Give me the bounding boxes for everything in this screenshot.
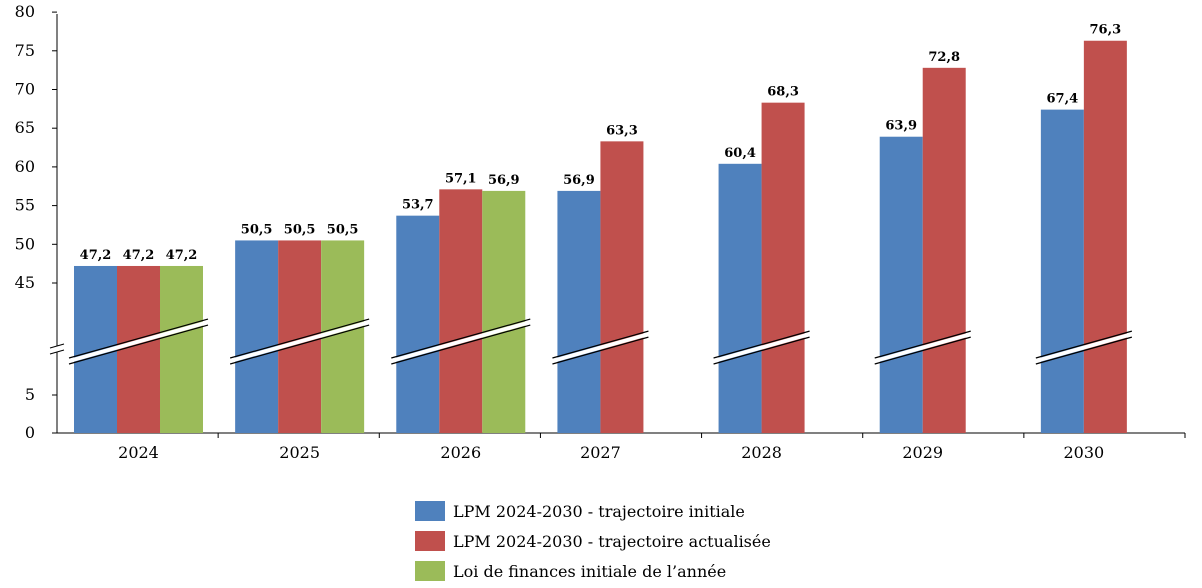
x-tick-label: 2030 — [1063, 443, 1104, 462]
axis-break-mark — [713, 330, 810, 359]
y-tick-label: 45 — [15, 273, 35, 292]
axis-break-mark — [229, 324, 370, 365]
legend-label: LPM 2024-2030 - trajectoire actualisée — [453, 531, 771, 551]
axis-break-mark — [713, 336, 810, 365]
legend-label: LPM 2024-2030 - trajectoire initiale — [453, 501, 745, 521]
x-tick-label: 2028 — [741, 443, 782, 462]
data-label: 47,2 — [166, 248, 198, 263]
data-label: 56,9 — [563, 173, 595, 188]
x-tick-label: 2027 — [580, 443, 621, 462]
y-axis-break-mark — [49, 349, 65, 355]
y-tick-label: 60 — [15, 157, 35, 176]
axis-break-gap — [713, 332, 810, 363]
x-tick-label: 2029 — [902, 443, 943, 462]
data-label: 76,3 — [1090, 23, 1122, 38]
y-axis-break-mark — [49, 343, 65, 349]
axis-break-gap — [391, 320, 531, 363]
y-tick-label: 5 — [25, 385, 35, 404]
legend-item: LPM 2024-2030 - trajectoire initiale — [415, 496, 771, 526]
axis-break-mark — [874, 336, 971, 365]
data-label: 57,1 — [445, 171, 477, 186]
axis-break-mark — [552, 336, 649, 365]
data-label: 56,9 — [488, 173, 520, 188]
axis-break-mark — [391, 318, 531, 359]
axis-break-mark — [874, 330, 971, 359]
y-tick-label: 80 — [15, 2, 35, 21]
data-label: 60,4 — [724, 146, 756, 161]
axis-break-mark — [1035, 336, 1133, 365]
y-tick-label: 55 — [15, 196, 35, 215]
legend-swatch — [415, 501, 445, 521]
bar-2025-series-1 — [235, 240, 279, 433]
data-label: 63,9 — [885, 119, 917, 134]
axis-break-mark — [68, 318, 209, 359]
bar-2028-series-1 — [718, 163, 762, 433]
bar-chart: 0 5 45 50 55 60 65 70 75 80 47,2 47,2 47,2 2024 50,5 50… — [15, 2, 1186, 462]
y-tick-label: 0 — [25, 423, 35, 442]
bar-2028-series-2 — [761, 102, 805, 434]
bar-2030-series-1 — [1040, 109, 1084, 434]
bar-2027-series-1 — [557, 190, 601, 433]
axis-break-mark — [552, 330, 649, 359]
legend-swatch — [415, 561, 445, 581]
data-label: 50,5 — [327, 222, 359, 237]
bar-2030-series-2 — [1083, 40, 1127, 433]
bar-2029-series-1 — [879, 136, 923, 434]
y-tick-label: 50 — [15, 234, 35, 253]
bar-2026-series-2 — [439, 189, 483, 433]
data-label: 72,8 — [928, 50, 960, 65]
x-tick-label: 2024 — [118, 443, 159, 462]
axis-break-gap — [230, 320, 370, 363]
data-label: 67,4 — [1047, 92, 1079, 107]
axis-break-mark — [1035, 330, 1133, 359]
data-label: 53,7 — [402, 198, 434, 213]
y-tick-label: 70 — [15, 80, 35, 99]
bar-2024-series-3 — [160, 265, 203, 433]
legend-swatch — [415, 531, 445, 551]
axis-break-mark — [68, 324, 209, 365]
axis-break-gap — [552, 332, 649, 363]
bar-2026-series-1 — [396, 215, 440, 433]
legend: LPM 2024-2030 - trajectoire initiale LPM … — [415, 496, 771, 586]
x-tick-label: 2026 — [440, 443, 481, 462]
bar-2029-series-2 — [922, 67, 966, 433]
y-tick-label: 75 — [15, 41, 35, 60]
axis-break-mark — [229, 318, 370, 359]
axis-break-gap — [1035, 332, 1132, 363]
data-label: 47,2 — [123, 248, 155, 263]
axis-break-gap — [69, 320, 208, 363]
data-label: 68,3 — [767, 85, 799, 100]
axis-break-mark — [391, 324, 531, 365]
legend-item: Loi de finances initiale de l’année — [415, 556, 771, 586]
data-label: 63,3 — [606, 123, 638, 138]
data-label: 50,5 — [284, 222, 316, 237]
data-label: 47,2 — [80, 248, 112, 263]
bar-2026-series-3 — [482, 190, 526, 433]
legend-item: LPM 2024-2030 - trajectoire actualisée — [415, 526, 771, 556]
bar-2024-series-2 — [117, 265, 160, 433]
bar-2027-series-2 — [600, 141, 644, 433]
axis-break-gap — [874, 332, 971, 363]
legend-label: Loi de finances initiale de l’année — [453, 561, 727, 581]
data-label: 50,5 — [241, 222, 273, 237]
y-tick-label: 65 — [15, 118, 35, 137]
x-tick-label: 2025 — [279, 443, 320, 462]
